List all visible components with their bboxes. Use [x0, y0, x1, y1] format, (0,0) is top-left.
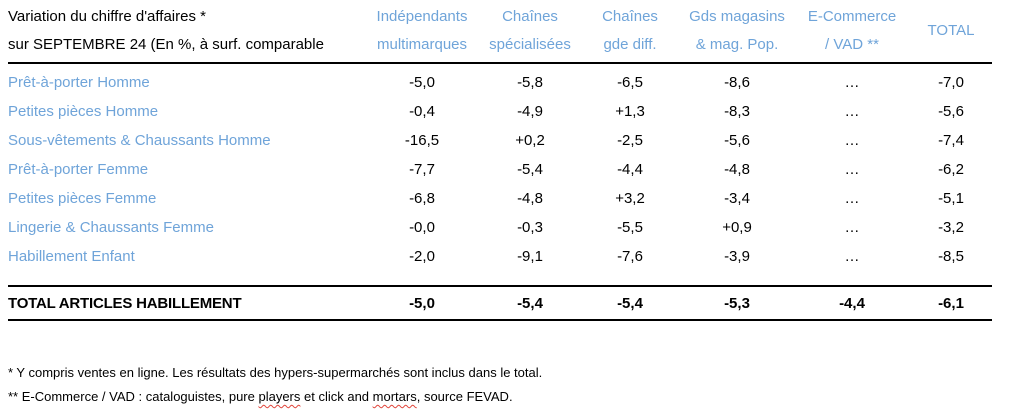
cell-value: -4,4 — [617, 161, 643, 178]
table-title-line2: sur SEPTEMBRE 24 (En %, à surf. comparab… — [8, 36, 324, 53]
cell-value: … — [844, 161, 860, 178]
column-header-ecommerce-vad: E-Commerce / VAD ** — [794, 3, 910, 59]
cell-value: -8,3 — [724, 103, 750, 120]
cell-value: -6,5 — [617, 74, 643, 91]
cell-value: -7,6 — [617, 248, 643, 265]
total-row-label: TOTAL ARTICLES HABILLEMENT — [8, 294, 242, 312]
table-row: Petites pièces Femme -6,8 -4,8 +3,2 -3,4… — [8, 184, 992, 213]
cell-value: -5,6 — [724, 132, 750, 149]
column-header-line: Chaînes — [502, 8, 558, 25]
table-row: Habillement Enfant -2,0 -9,1 -7,6 -3,9 …… — [8, 242, 992, 271]
footnote-2-text: ** E-Commerce / VAD : cataloguistes, pur… — [8, 389, 259, 404]
footnotes: * Y compris ventes en ligne. Les résulta… — [8, 361, 1024, 409]
footnote-2-misspelled-word: players — [258, 389, 301, 404]
cell-value: … — [844, 219, 860, 236]
table-title-line1: Variation du chiffre d'affaires * — [8, 8, 206, 25]
row-label: Sous-vêtements & Chaussants Homme — [8, 132, 271, 149]
footnote-2-text: , source FEVAD. — [416, 389, 513, 404]
cell-value: -0,3 — [517, 219, 543, 236]
cell-value: -3,2 — [938, 219, 964, 236]
column-header-line: & mag. Pop. — [695, 36, 779, 53]
cell-value: -2,5 — [617, 132, 643, 149]
cell-value: -9,1 — [517, 248, 543, 265]
column-header-line: gde diff. — [603, 36, 657, 53]
cell-value: -4,9 — [517, 103, 543, 120]
cell-value: … — [844, 132, 860, 149]
column-header-line: Chaînes — [602, 8, 658, 25]
column-header-chaines-gde-diff: Chaînes gde diff. — [580, 3, 680, 59]
table-title: Variation du chiffre d'affaires * sur SE… — [8, 3, 364, 59]
column-header-line: TOTAL — [927, 22, 975, 39]
cell-value: -16,5 — [404, 132, 440, 149]
cell-value: +0,9 — [722, 219, 752, 236]
footnote-2: ** E-Commerce / VAD : cataloguistes, pur… — [8, 385, 1024, 409]
column-header-gds-magasins: Gds magasins & mag. Pop. — [680, 3, 794, 59]
cell-value: -7,4 — [938, 132, 964, 149]
total-cell-value: -5,4 — [617, 294, 643, 312]
cell-value: -5,8 — [517, 74, 543, 91]
cell-value: -0,4 — [409, 103, 435, 120]
table-body: Prêt-à-porter Homme -5,0 -5,8 -6,5 -8,6 … — [8, 64, 992, 285]
footnote-2-misspelled-word: mortars — [372, 389, 417, 404]
cell-value: -5,5 — [617, 219, 643, 236]
column-header-line: E-Commerce — [807, 8, 897, 25]
row-label: Petites pièces Femme — [8, 190, 157, 207]
column-header-line: / VAD ** — [825, 36, 879, 53]
column-header-line: Indépendants — [376, 8, 468, 25]
cell-value: -3,9 — [724, 248, 750, 265]
table-row: Lingerie & Chaussants Femme -0,0 -0,3 -5… — [8, 213, 992, 242]
table-header: Variation du chiffre d'affaires * sur SE… — [8, 0, 992, 64]
column-header-independants-multimarques: Indépendants multimarques — [364, 3, 480, 59]
table-total-row: TOTAL ARTICLES HABILLEMENT -5,0 -5,4 -5,… — [8, 285, 992, 321]
row-label: Prêt-à-porter Femme — [8, 161, 149, 178]
row-label: Prêt-à-porter Homme — [8, 74, 150, 91]
column-header-total: TOTAL — [910, 3, 992, 59]
table-row: Sous-vêtements & Chaussants Homme -16,5 … — [8, 126, 992, 155]
table-row: Petites pièces Homme -0,4 -4,9 +1,3 -8,3… — [8, 97, 992, 126]
column-header-line: spécialisées — [489, 36, 571, 53]
total-cell-value: -4,4 — [839, 294, 865, 312]
cell-value: -2,0 — [409, 248, 435, 265]
cell-value: -6,2 — [938, 161, 964, 178]
table-row: Prêt-à-porter Homme -5,0 -5,8 -6,5 -8,6 … — [8, 68, 992, 97]
total-cell-value: -5,0 — [409, 294, 435, 312]
cell-value: +1,3 — [615, 103, 645, 120]
cell-value: -5,4 — [517, 161, 543, 178]
cell-value: -3,4 — [724, 190, 750, 207]
footnote-2-text: et click and — [300, 389, 373, 404]
cell-value: -5,6 — [938, 103, 964, 120]
cell-value: -7,7 — [409, 161, 435, 178]
cell-value: … — [844, 103, 860, 120]
cell-value: -4,8 — [517, 190, 543, 207]
cell-value: … — [844, 190, 860, 207]
cell-value: -5,0 — [409, 74, 435, 91]
row-label: Petites pièces Homme — [8, 103, 159, 120]
cell-value: -0,0 — [409, 219, 435, 236]
footnote-1: * Y compris ventes en ligne. Les résulta… — [8, 365, 543, 380]
column-header-line: Gds magasins — [689, 8, 785, 25]
table-row: Prêt-à-porter Femme -7,7 -5,4 -4,4 -4,8 … — [8, 155, 992, 184]
row-label: Lingerie & Chaussants Femme — [8, 219, 214, 236]
cell-value: -7,0 — [938, 74, 964, 91]
cell-value: +0,2 — [515, 132, 545, 149]
cell-value: -5,1 — [938, 190, 964, 207]
cell-value: … — [844, 74, 860, 91]
row-label: Habillement Enfant — [8, 248, 135, 265]
total-cell-value: -6,1 — [938, 294, 964, 312]
cell-value: -8,5 — [938, 248, 964, 265]
revenue-variation-table: Variation du chiffre d'affaires * sur SE… — [8, 0, 992, 321]
cell-value: … — [844, 248, 860, 265]
cell-value: +3,2 — [615, 190, 645, 207]
column-header-chaines-specialisees: Chaînes spécialisées — [480, 3, 580, 59]
total-cell-value: -5,3 — [724, 294, 750, 312]
column-header-line: multimarques — [376, 36, 468, 53]
total-cell-value: -5,4 — [517, 294, 543, 312]
cell-value: -4,8 — [724, 161, 750, 178]
cell-value: -6,8 — [409, 190, 435, 207]
cell-value: -8,6 — [724, 74, 750, 91]
